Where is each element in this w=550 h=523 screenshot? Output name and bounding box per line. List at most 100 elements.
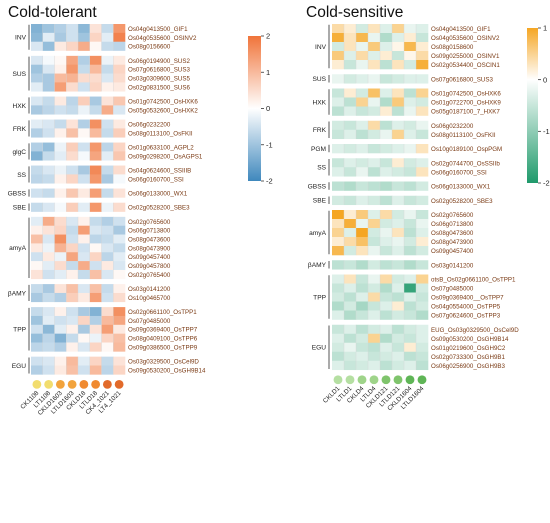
left-cell — [78, 243, 91, 253]
left-cell — [42, 333, 55, 343]
left-cell — [78, 32, 91, 42]
right-cell — [356, 120, 369, 131]
right-cell — [344, 324, 357, 335]
right-cell — [344, 292, 357, 302]
left-cell — [66, 41, 79, 51]
right-cell — [392, 181, 405, 191]
right-column-marker — [357, 375, 367, 385]
right-cell — [332, 246, 345, 256]
left-cell — [89, 105, 102, 115]
right-row-3-1 — [332, 129, 429, 140]
left-cell — [78, 188, 91, 198]
right-cell — [332, 195, 345, 206]
left-cell — [78, 202, 91, 212]
left-cell — [66, 292, 79, 303]
right-cell — [404, 260, 417, 270]
left-cell — [31, 64, 44, 74]
left-cell — [78, 96, 91, 106]
right-cell — [344, 181, 357, 191]
right-cell — [344, 144, 357, 154]
left-group-label: glgC — [12, 149, 26, 156]
left-cell — [101, 269, 114, 280]
left-cell — [42, 261, 55, 271]
right-cell — [380, 33, 393, 43]
right-group-label: EGU — [312, 345, 327, 352]
right-cell — [416, 42, 429, 52]
right-cell — [416, 88, 429, 98]
right-row-label: Os08g0158600 — [431, 44, 474, 51]
right-cell — [344, 129, 357, 140]
left-cell — [101, 261, 114, 271]
left-cell — [31, 342, 44, 352]
left-cell — [31, 261, 44, 271]
right-cell — [356, 237, 369, 247]
left-cell — [31, 24, 44, 34]
left-cell — [78, 128, 91, 138]
right-group-label: GBSS — [308, 183, 327, 190]
left-cell — [54, 142, 67, 152]
right-row-label: EUG_Os03g0329500_OsCel9D — [431, 327, 519, 334]
left-row-label: Os02g0528200_SBE3 — [128, 205, 190, 212]
right-group-label: SS — [317, 165, 326, 172]
left-cell — [113, 243, 126, 253]
left-cell — [66, 324, 79, 334]
right-row-10-2 — [332, 292, 429, 302]
left-cell — [42, 55, 55, 65]
right-cell — [368, 301, 381, 311]
left-cell — [42, 188, 55, 198]
right-cell — [344, 333, 357, 344]
left-row-8-4 — [31, 252, 126, 262]
right-cell — [344, 237, 357, 247]
right-cell — [356, 360, 369, 371]
left-cell — [89, 307, 102, 317]
left-row-2-1 — [31, 105, 126, 115]
left-cell — [54, 188, 67, 198]
right-cell — [344, 158, 357, 168]
left-cell — [66, 174, 79, 184]
right-cell — [404, 88, 417, 98]
right-column-marker — [345, 375, 355, 385]
right-cell — [404, 60, 417, 70]
left-cell — [78, 324, 91, 334]
left-cell — [89, 55, 102, 65]
left-cell — [78, 119, 91, 129]
left-cell — [89, 252, 102, 262]
right-cell — [368, 129, 381, 140]
left-cell — [78, 105, 91, 115]
right-cell — [380, 342, 393, 353]
left-cell — [31, 174, 44, 184]
right-cell — [368, 51, 381, 61]
right-cell — [344, 88, 357, 98]
left-cell — [66, 64, 79, 74]
left-cell — [78, 165, 91, 175]
right-cell — [368, 274, 381, 284]
left-cell — [113, 151, 126, 161]
right-cell — [368, 360, 381, 371]
right-cell — [404, 106, 417, 116]
right-cell — [344, 283, 357, 293]
right-cell — [380, 167, 393, 177]
right-row-8-4 — [332, 246, 429, 256]
left-cell — [89, 356, 102, 366]
left-cell — [89, 96, 102, 106]
right-cell — [392, 60, 405, 70]
left-cell — [101, 234, 114, 244]
right-cell — [332, 237, 345, 247]
left-colorbar-tick-label: 1 — [266, 68, 270, 77]
left-cell — [66, 252, 79, 262]
right-cell — [380, 60, 393, 70]
left-cell — [66, 284, 79, 294]
right-cell — [356, 106, 369, 116]
left-cell — [101, 315, 114, 326]
right-row-label: Os07g0624600_OsTPP3 — [431, 313, 501, 320]
right-cell — [356, 167, 369, 177]
left-row-11-1 — [31, 365, 126, 375]
right-colorbar — [527, 28, 538, 183]
right-cell — [380, 210, 393, 220]
right-cell — [332, 33, 345, 43]
right-cell — [380, 310, 393, 320]
left-cell — [66, 202, 79, 212]
right-cell — [392, 274, 405, 284]
right-cell — [332, 228, 345, 238]
left-row-9-1 — [31, 292, 126, 303]
